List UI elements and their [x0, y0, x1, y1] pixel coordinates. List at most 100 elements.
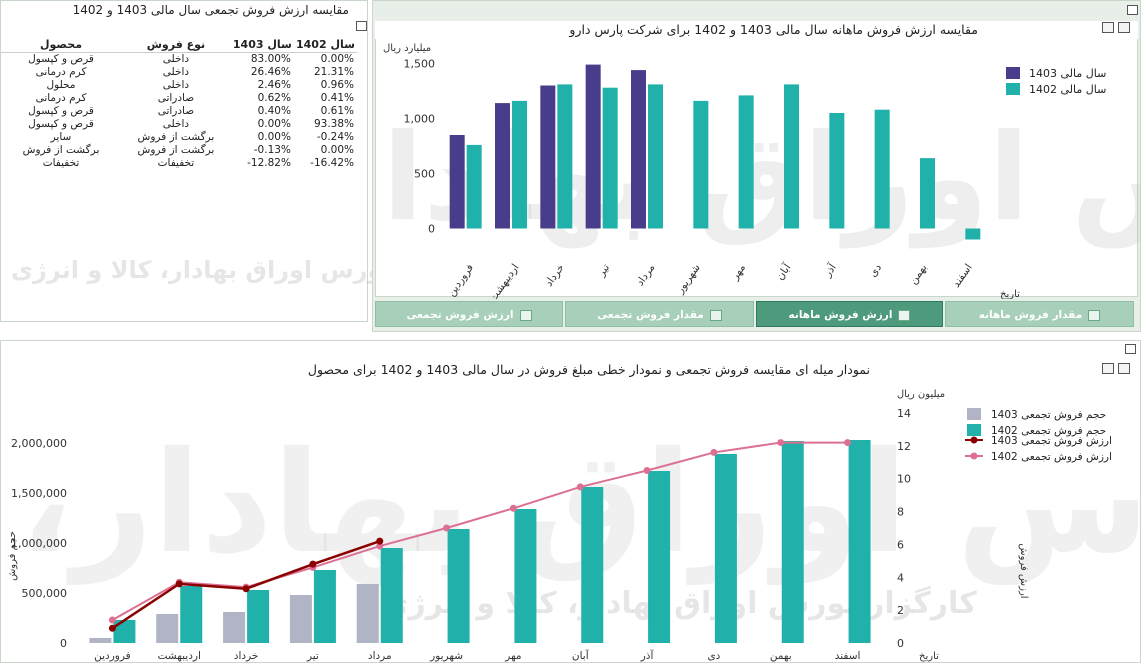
bar-1402: [965, 228, 981, 240]
tab-label: ارزش فروش ماهانه: [788, 309, 893, 321]
bar-1402: [784, 84, 799, 229]
x-axis-label: تاریخ: [919, 651, 939, 662]
table-row[interactable]: برگشت از فروش برگشت از فروش -0.13% 0.00%: [1, 144, 357, 157]
export-icon[interactable]: [356, 21, 367, 31]
monthly-bar-chart: کارگزار بورس اوراق بهادار، کالا و انرژی م…: [375, 43, 1140, 299]
legend-label: حجم فروش تجمعی 1402: [991, 425, 1106, 437]
table-row[interactable]: قرص و کپسول داخلی 0.00% 93.38%: [1, 118, 357, 131]
table-row[interactable]: کرم درمانی صادراتی 0.62% 0.41%: [1, 92, 357, 105]
y2-tick-label: 4: [897, 571, 904, 584]
bar-1402: [920, 158, 935, 229]
tab-3[interactable]: مقدار فروش تجمعی: [565, 301, 754, 327]
y-tick-label: 0: [60, 637, 67, 650]
cell-y1403: 83.00%: [250, 53, 291, 65]
bar-cumulative-1402: [113, 620, 136, 643]
cell-product: کرم درمانی: [35, 92, 87, 104]
bar-1402: [648, 84, 663, 229]
y-tick-label: 1,000,000: [11, 537, 67, 550]
cell-type: داخلی: [162, 79, 190, 91]
x-tick-label: تیر: [306, 650, 319, 662]
line-point-1403: [108, 624, 116, 632]
bar-cumulative-1402: [380, 548, 403, 643]
line-cumulative-1402: [111, 441, 848, 621]
bar-1402: [602, 87, 618, 229]
x-tick-label: شهریور: [674, 262, 703, 297]
cell-type: صادراتی: [157, 105, 195, 117]
table-row[interactable]: سایر برگشت از فروش 0.00% -0.24%: [1, 131, 357, 144]
col-header-1403[interactable]: سال 1403: [230, 37, 294, 53]
x-tick-label: دی: [867, 262, 884, 280]
x-tick-label: خرداد: [543, 262, 567, 289]
bar-cumulative-1403: [156, 614, 179, 643]
table-row[interactable]: محلول داخلی 2.46% 0.96%: [1, 79, 357, 92]
bar-cumulative-1403: [223, 612, 246, 643]
y2-tick-label: 0: [897, 637, 904, 650]
x-tick-label: فروردین: [94, 650, 131, 662]
x-tick-label: آبان: [572, 649, 590, 662]
bar-1403: [449, 135, 465, 229]
x-tick-label: اردیبهشت: [158, 650, 201, 662]
tab-4[interactable]: ارزش فروش تجمعی: [375, 301, 563, 327]
table-row[interactable]: تخفیفات تخفیفات -12.82% -16.42%: [1, 157, 357, 170]
tab-1[interactable]: مقدار فروش ماهانه: [945, 301, 1134, 327]
print-icon[interactable]: [1102, 363, 1114, 374]
y2-tick-label: 6: [897, 538, 904, 551]
cell-y1403: 2.46%: [257, 79, 291, 91]
x-tick-label: مرداد: [634, 262, 657, 288]
y-tick-label: 1,500: [404, 58, 436, 71]
table-row[interactable]: قرص و کپسول صادراتی 0.40% 0.61%: [1, 105, 357, 118]
tab-label: مقدار فروش تجمعی: [597, 309, 704, 321]
bar-cumulative-1403: [89, 638, 112, 643]
cell-product: تخفیفات: [42, 157, 80, 169]
line-point-1402: [777, 439, 785, 447]
cumulative-combo-chart: کارگزار بورس اوراق بهادار، کالا و انرژی 0…: [1, 389, 1138, 662]
bar-cumulative-1402: [247, 590, 270, 643]
cell-y1402: 0.61%: [320, 105, 354, 117]
y2-tick-label: 14: [897, 407, 911, 420]
x-tick-label: اسفند: [835, 650, 861, 662]
tab-label: مقدار فروش ماهانه: [978, 309, 1083, 321]
x-tick-label: اردیبهشت: [487, 262, 522, 299]
col-header-type[interactable]: نوع فروش: [121, 37, 231, 53]
watermark-logo-text: کارگزار بورس اوراق بهادار، کالا و انرژی: [1, 422, 1138, 586]
maximize-icon[interactable]: [1125, 344, 1136, 354]
cell-type: داخلی: [162, 66, 190, 78]
legend-marker: [970, 436, 978, 444]
legend-swatch: [967, 424, 981, 436]
y2-tick-label: 12: [897, 440, 911, 453]
x-tick-label: اسفند: [950, 262, 975, 290]
maximize-icon[interactable]: [1127, 5, 1138, 15]
table-header-row: محصول نوع فروش سال 1403 سال 1402: [1, 37, 357, 53]
cell-type: تخفیفات: [157, 157, 195, 169]
export-icon[interactable]: [1118, 363, 1130, 374]
tab-2[interactable]: ارزش فروش ماهانه: [756, 301, 943, 327]
legend-label: ارزش فروش تجمعی 1402: [991, 451, 1112, 463]
bar-1403: [631, 70, 646, 229]
line-point-1402: [710, 448, 718, 456]
y-tick-label: 1,000: [404, 113, 436, 126]
x-tick-label: بهمن: [907, 262, 929, 287]
x-tick-label: فروردین: [445, 262, 476, 299]
print-icon[interactable]: [1102, 22, 1114, 33]
col-header-1402[interactable]: سال 1402: [293, 37, 357, 53]
cell-product: قرص و کپسول: [28, 105, 94, 117]
cell-y1403: -12.82%: [247, 157, 291, 169]
bar-cumulative-1402: [514, 509, 537, 643]
cell-y1402: 0.41%: [320, 92, 354, 104]
table-row[interactable]: قرص و کپسول داخلی 83.00% 0.00%: [1, 53, 357, 67]
x-tick-label: دی: [707, 650, 720, 662]
col-header-product[interactable]: محصول: [1, 37, 122, 53]
table-panel-title: مقایسه ارزش فروش تجمعی سال مالی 1403 و 1…: [1, 1, 367, 19]
x-tick-label: آذر: [640, 649, 655, 662]
line-point-1403: [376, 537, 384, 545]
cell-type: برگشت از فروش: [137, 144, 215, 156]
bar-cumulative-1402: [781, 441, 804, 643]
table-row[interactable]: کرم درمانی داخلی 26.46% 21.31%: [1, 66, 357, 79]
x-tick-label: تیر: [595, 262, 612, 280]
y2-tick-label: 2: [897, 604, 904, 617]
legend-label: سال مالی 1403: [1029, 67, 1106, 80]
export-icon[interactable]: [1118, 22, 1130, 33]
tab-label: ارزش فروش تجمعی: [406, 309, 514, 321]
cell-type: صادراتی: [157, 92, 195, 104]
line-point-1403: [175, 580, 183, 588]
